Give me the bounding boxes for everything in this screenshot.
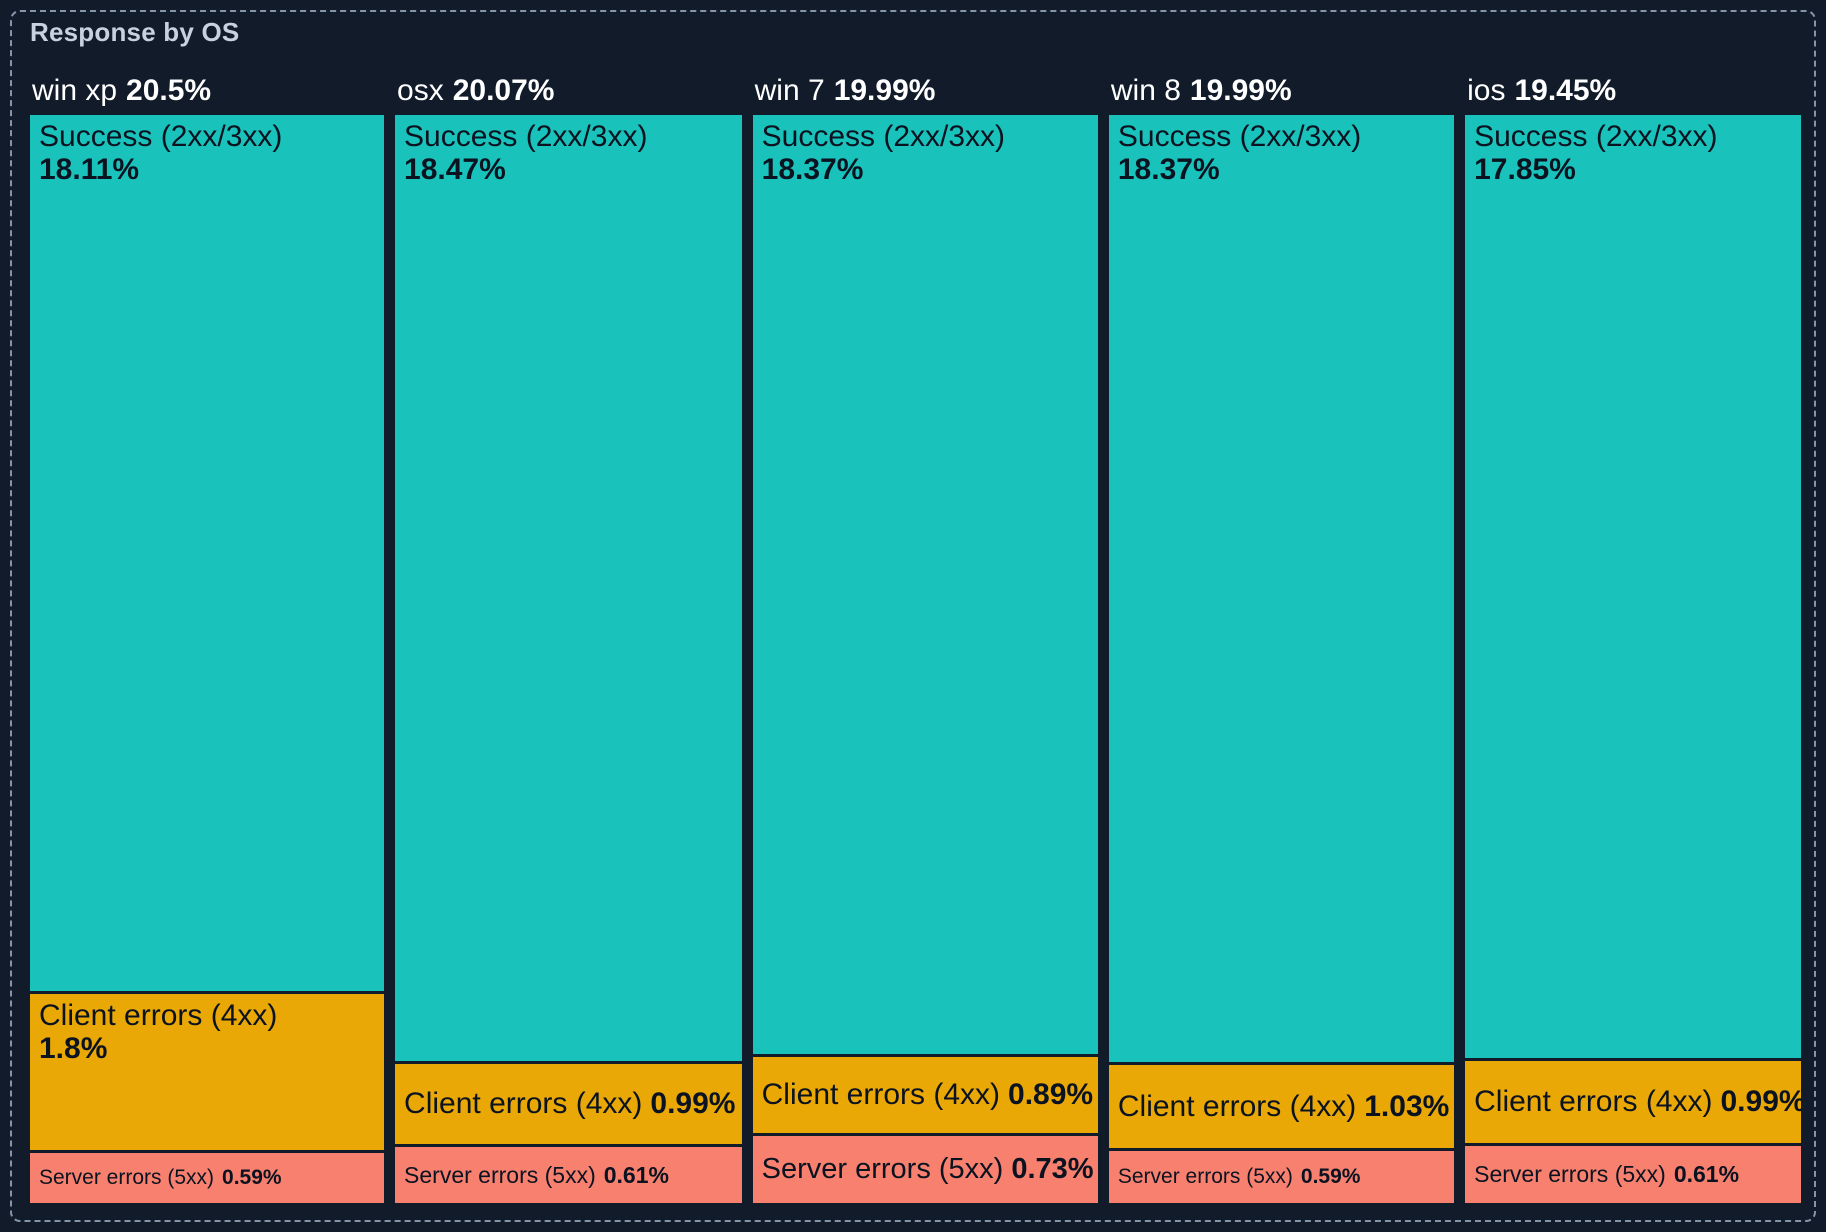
segment-stack: Success (2xx/3xx) 18.37% Client errors (… (752, 115, 1098, 1204)
segment-client-errors[interactable]: Client errors (4xx) 1.8% (30, 994, 385, 1150)
segment-pct: 0.99% (1720, 1085, 1802, 1119)
segment-pct: 0.59% (1300, 1165, 1361, 1188)
os-name: win 7 (754, 74, 825, 107)
column-header[interactable]: ios 19.45% (1465, 76, 1801, 106)
segment-label: Client errors (4xx) (1474, 1085, 1713, 1119)
segment-pct: 18.11% (39, 153, 140, 186)
segment-pct: 18.37% (761, 153, 864, 186)
segment-server-errors[interactable]: Server errors (5xx) 0.73% (752, 1135, 1098, 1204)
os-total-pct: 20.5% (126, 74, 212, 107)
segment-client-errors[interactable]: Client errors (4xx) 0.99% (395, 1063, 742, 1145)
segment-server-errors[interactable]: Server errors (5xx) 0.59% (1108, 1151, 1455, 1203)
segment-success[interactable]: Success (2xx/3xx) 18.11% (30, 115, 385, 992)
segment-label: Server errors (5xx) (39, 1165, 215, 1189)
segment-stack: Success (2xx/3xx) 18.11% Client errors (… (30, 115, 385, 1203)
os-total-pct: 20.07% (452, 74, 555, 107)
segment-pct: 0.99% (650, 1086, 736, 1120)
segment-label: Success (2xx/3xx) (1117, 120, 1362, 153)
column-header[interactable]: win xp 20.5% (30, 76, 384, 106)
segment-label: Server errors (5xx) (761, 1152, 1004, 1185)
segment-success[interactable]: Success (2xx/3xx) 18.47% (395, 115, 742, 1061)
segment-client-errors[interactable]: Client errors (4xx) 1.03% (1108, 1065, 1455, 1149)
segment-pct: 18.47% (404, 153, 506, 186)
segment-pct: 17.85% (1474, 153, 1576, 186)
segment-pct: 1.8% (39, 1032, 108, 1066)
segment-label: Success (2xx/3xx) (761, 120, 1006, 153)
segment-client-errors[interactable]: Client errors (4xx) 0.89% (752, 1056, 1098, 1133)
os-total-pct: 19.45% (1514, 74, 1617, 107)
column-header[interactable]: win 8 19.99% (1109, 76, 1454, 106)
segment-stack: Success (2xx/3xx) 18.37% Client errors (… (1108, 115, 1455, 1203)
segment-label: Success (2xx/3xx) (39, 120, 283, 153)
segment-label: Client errors (4xx) (404, 1086, 643, 1120)
segment-label: Client errors (4xx) (39, 999, 278, 1033)
treemap-column-osx: osx 20.07% Success (2xx/3xx) 18.47% Clie… (395, 76, 742, 1203)
segment-pct: 1.03% (1364, 1089, 1450, 1123)
column-header[interactable]: win 7 19.99% (753, 76, 1098, 106)
os-name: ios (1467, 74, 1506, 107)
segment-stack: Success (2xx/3xx) 17.85% Client errors (… (1465, 115, 1802, 1203)
os-name: win 8 (1110, 74, 1181, 107)
os-name: win xp (32, 74, 118, 107)
segment-label: Success (2xx/3xx) (404, 120, 648, 153)
segment-label: Client errors (4xx) (761, 1077, 1001, 1111)
treemap-column-win-8: win 8 19.99% Success (2xx/3xx) 18.37% Cl… (1108, 76, 1455, 1203)
treemap-column-ios: ios 19.45% Success (2xx/3xx) 17.85% Clie… (1465, 76, 1802, 1203)
segment-pct: 18.37% (1117, 153, 1220, 186)
treemap-column-win-xp: win xp 20.5% Success (2xx/3xx) 18.11% Cl… (30, 76, 385, 1203)
os-total-pct: 19.99% (1189, 74, 1292, 107)
column-header[interactable]: osx 20.07% (395, 76, 742, 106)
treemap-column-win-7: win 7 19.99% Success (2xx/3xx) 18.37% Cl… (752, 76, 1098, 1204)
segment-pct: 0.73% (1011, 1152, 1094, 1185)
segment-pct: 0.61% (603, 1161, 669, 1188)
panel-title: Response by OS (30, 17, 240, 47)
segment-label: Success (2xx/3xx) (1474, 120, 1718, 153)
segment-pct: 0.61% (1673, 1161, 1740, 1188)
segment-server-errors[interactable]: Server errors (5xx) 0.59% (30, 1152, 385, 1203)
segment-stack: Success (2xx/3xx) 18.47% Client errors (… (395, 115, 742, 1203)
segment-pct: 0.89% (1008, 1077, 1094, 1111)
segment-server-errors[interactable]: Server errors (5xx) 0.61% (395, 1147, 742, 1203)
os-name: osx (397, 74, 444, 107)
segment-success[interactable]: Success (2xx/3xx) 18.37% (1108, 115, 1455, 1063)
segment-label: Server errors (5xx) (1474, 1161, 1666, 1188)
segment-client-errors[interactable]: Client errors (4xx) 0.99% (1465, 1061, 1802, 1144)
segment-label: Client errors (4xx) (1117, 1089, 1357, 1123)
segment-label: Server errors (5xx) (1117, 1165, 1293, 1188)
segment-label: Server errors (5xx) (404, 1161, 596, 1188)
segment-pct: 0.59% (222, 1165, 282, 1189)
segment-success[interactable]: Success (2xx/3xx) 17.85% (1465, 115, 1802, 1059)
os-total-pct: 19.99% (833, 74, 936, 107)
segment-success[interactable]: Success (2xx/3xx) 18.37% (752, 115, 1098, 1054)
treemap-chart: win xp 20.5% Success (2xx/3xx) 18.11% Cl… (30, 76, 1802, 1204)
segment-server-errors[interactable]: Server errors (5xx) 0.61% (1465, 1146, 1802, 1203)
